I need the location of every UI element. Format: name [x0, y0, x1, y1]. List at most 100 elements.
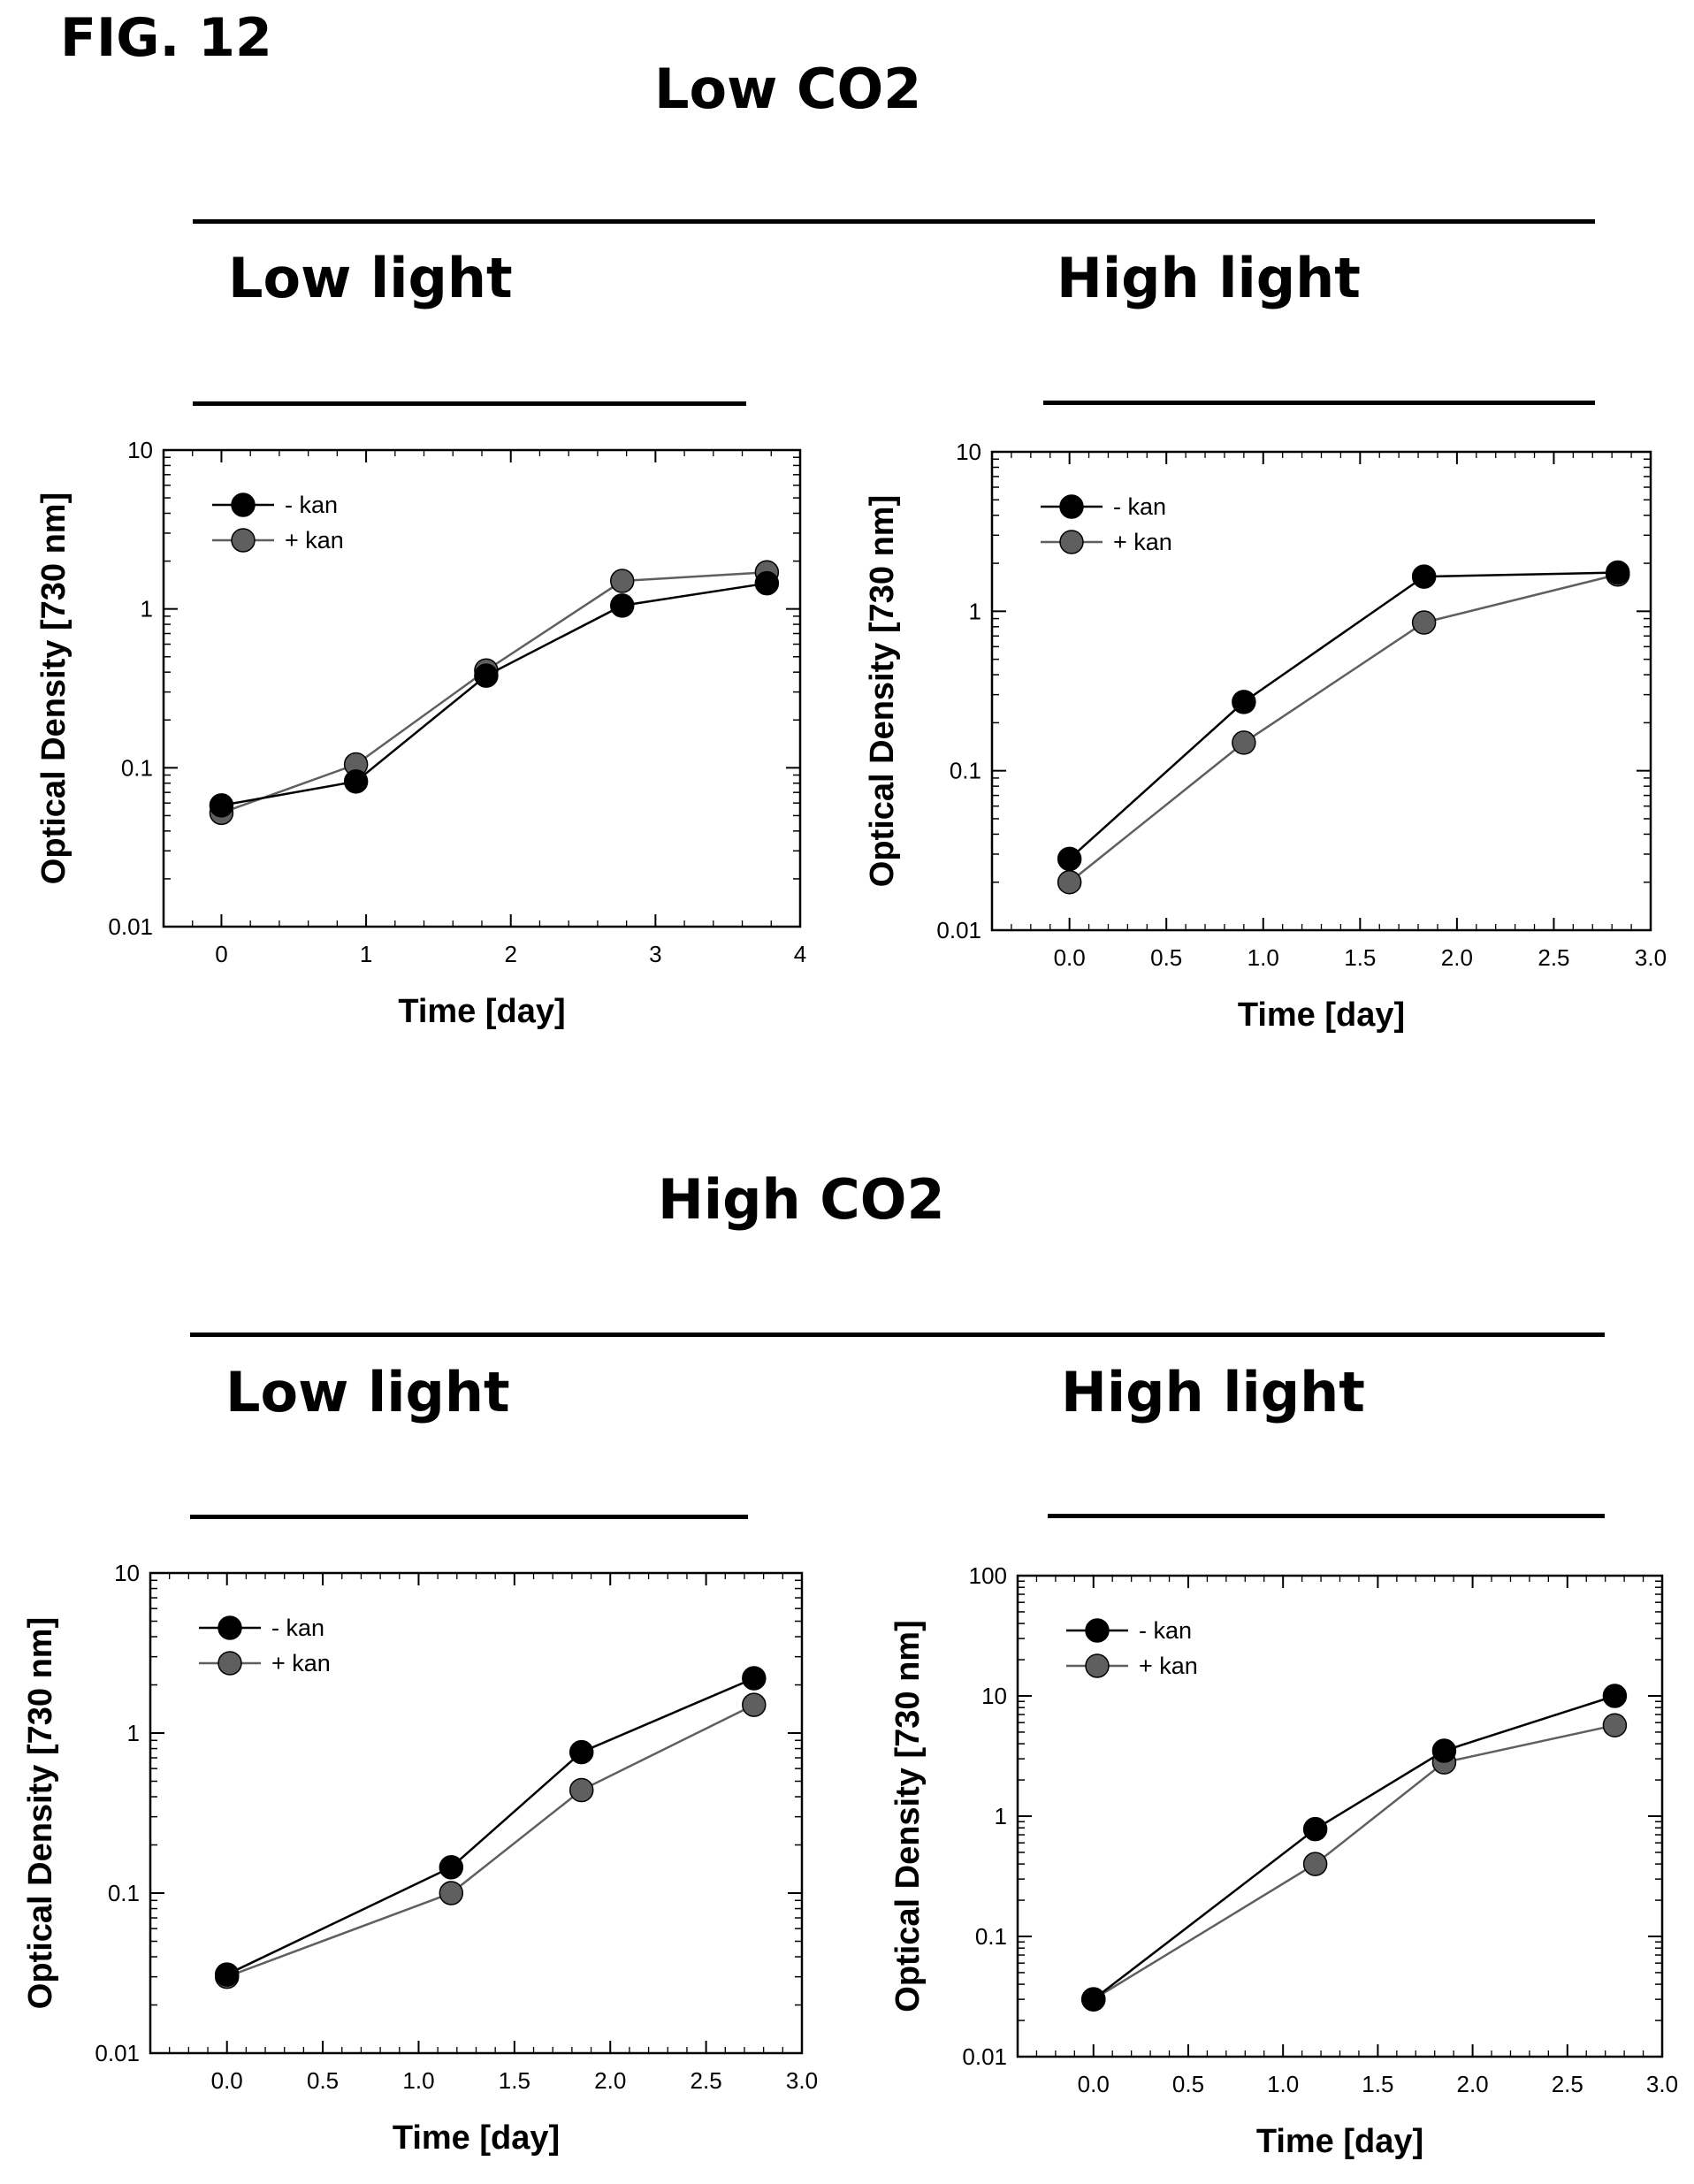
- data-point-plus-kan: [439, 1881, 464, 1905]
- data-point-plus-kan: [1302, 1852, 1328, 1876]
- data-point-minus-kan: [439, 1855, 464, 1880]
- data-point-plus-kan: [742, 1692, 767, 1717]
- legend-label-plus-kan: + kan: [271, 1650, 331, 1676]
- x-tick-label: 3.0: [1646, 2071, 1678, 2097]
- legend-marker-minus-kan: [1059, 494, 1084, 519]
- y-tick-label: 10: [114, 1560, 140, 1586]
- data-point-minus-kan: [1232, 690, 1256, 714]
- series-line-plus-kan: [226, 1704, 755, 1978]
- y-axis-label: Optical Density [730 nm]: [864, 495, 901, 887]
- legend-marker-minus-kan: [1085, 1618, 1110, 1643]
- chart-low-co2-low-light: 0.01 0.1 1 10 0 1 2 3 4 Time [day] Optical Density…: [35, 437, 806, 1030]
- legend-marker-plus-kan: [1085, 1653, 1110, 1678]
- x-tick-label: 3.0: [1635, 944, 1667, 971]
- panel-title-high-co2-low-light: Low light: [225, 1360, 510, 1424]
- chart-low-co2-high-light: 0.01 0.1 1 10 0.0 0.5 1.0 1.5 2.0 2.5 3.0 Time [day…: [864, 439, 1667, 1034]
- panel-rule-high-co2-high-light: [1048, 1514, 1605, 1518]
- data-point-minus-kan: [1602, 1684, 1628, 1708]
- legend-label-minus-kan: - kan: [285, 492, 338, 518]
- y-axis-label: Optical Density [730 nm]: [889, 1620, 927, 2012]
- x-tick-label: 0.0: [211, 2067, 243, 2094]
- panel-title-high-co2-high-light: High light: [1061, 1360, 1365, 1424]
- data-point-plus-kan: [1232, 730, 1256, 755]
- x-tick-label: 0.0: [1078, 2071, 1110, 2097]
- x-tick-label: 0.5: [1150, 944, 1182, 971]
- x-tick-label: 1.0: [1267, 2071, 1299, 2097]
- x-tick-label: 3.0: [786, 2067, 818, 2094]
- legend-label-plus-kan: + kan: [1113, 529, 1172, 555]
- x-tick-label: 2.5: [691, 2067, 722, 2094]
- legend-label-minus-kan: - kan: [1113, 493, 1166, 520]
- panel-title-low-co2-high-light: High light: [1057, 246, 1361, 310]
- data-point-minus-kan: [568, 1739, 594, 1765]
- plot-frame: [162, 448, 802, 928]
- series-line-minus-kan: [1068, 571, 1618, 860]
- legend-marker-minus-kan: [231, 493, 256, 517]
- data-point-minus-kan: [343, 769, 369, 794]
- data-point-minus-kan: [609, 593, 635, 618]
- y-tick-label: 0.01: [936, 917, 981, 943]
- data-point-minus-kan: [742, 1666, 767, 1691]
- section-rule-high-co2: [190, 1333, 1605, 1337]
- data-point-minus-kan: [1431, 1738, 1457, 1763]
- x-tick-label: 3: [649, 941, 661, 967]
- y-tick-label: 1: [969, 598, 981, 624]
- section-title-low-co2: Low CO2: [654, 57, 922, 121]
- y-tick-label: 100: [969, 1562, 1007, 1589]
- legend-marker-plus-kan: [217, 1651, 242, 1676]
- x-tick-label: 0.5: [1172, 2071, 1204, 2097]
- data-point-plus-kan: [1057, 869, 1082, 895]
- data-point-minus-kan: [1057, 846, 1082, 872]
- y-tick-label: 1: [995, 1803, 1007, 1829]
- x-tick-label: 1.0: [402, 2067, 434, 2094]
- data-point-minus-kan: [1606, 560, 1630, 585]
- x-tick-label: 1.0: [1248, 944, 1279, 971]
- x-tick-label: 4: [794, 941, 806, 967]
- x-tick-label: 1: [360, 941, 372, 967]
- data-point-plus-kan: [568, 1777, 594, 1803]
- x-tick-label: 1.5: [499, 2067, 530, 2094]
- y-tick-label: 10: [127, 437, 153, 463]
- y-tick-label: 0.01: [108, 913, 153, 940]
- series-line-minus-kan: [1093, 1694, 1615, 2001]
- data-point-minus-kan: [214, 1962, 240, 1987]
- panel-rule-high-co2-low-light: [190, 1515, 748, 1519]
- x-tick-label: 2.0: [1441, 944, 1473, 971]
- data-point-minus-kan: [754, 570, 780, 596]
- data-point-minus-kan: [1411, 564, 1437, 589]
- data-point-minus-kan: [474, 663, 499, 688]
- legend-label-plus-kan: + kan: [1139, 1653, 1198, 1679]
- legend-marker-minus-kan: [217, 1615, 242, 1640]
- series-line-plus-kan: [221, 571, 767, 814]
- data-point-minus-kan: [1302, 1816, 1328, 1842]
- y-tick-label: 0.01: [95, 2040, 140, 2066]
- x-axis-label: Time [day]: [1238, 997, 1405, 1034]
- data-point-minus-kan: [209, 793, 234, 818]
- y-tick-label: 10: [956, 439, 981, 465]
- legend-marker-plus-kan: [1059, 530, 1084, 554]
- y-axis-label: Optical Density [730 nm]: [35, 493, 72, 884]
- series-line-plus-kan: [1068, 573, 1619, 883]
- x-tick-label: 1.5: [1344, 944, 1376, 971]
- x-tick-label: 0: [215, 941, 227, 967]
- panel-title-low-co2-low-light: Low light: [228, 246, 513, 310]
- chart-high-co2-low-light: 0.01 0.1 1 10 0.0 0.5 1.0 1.5 2.0 2.5 3.0 Time [day…: [22, 1560, 818, 2157]
- y-tick-label: 0.1: [950, 758, 981, 784]
- x-tick-label: 2.0: [1457, 2071, 1489, 2097]
- x-tick-label: 2.5: [1552, 2071, 1583, 2097]
- legend-label-minus-kan: - kan: [1139, 1617, 1192, 1644]
- x-tick-label: 0.5: [307, 2067, 339, 2094]
- x-axis-label: Time [day]: [1256, 2123, 1423, 2160]
- data-point-plus-kan: [1602, 1713, 1628, 1737]
- x-axis-label: Time [day]: [398, 993, 565, 1030]
- x-tick-label: 2.0: [594, 2067, 626, 2094]
- y-axis-label: Optical Density [730 nm]: [22, 1617, 59, 2009]
- legend-marker-plus-kan: [231, 528, 256, 553]
- y-tick-label: 10: [981, 1683, 1007, 1709]
- y-tick-label: 0.01: [962, 2043, 1007, 2070]
- panel-rule-low-co2-high-light: [1043, 401, 1595, 405]
- data-point-minus-kan: [1081, 1987, 1106, 2012]
- section-rule-low-co2: [193, 219, 1595, 224]
- panel-rule-low-co2-low-light: [193, 401, 746, 406]
- y-tick-label: 0.1: [108, 1880, 140, 1906]
